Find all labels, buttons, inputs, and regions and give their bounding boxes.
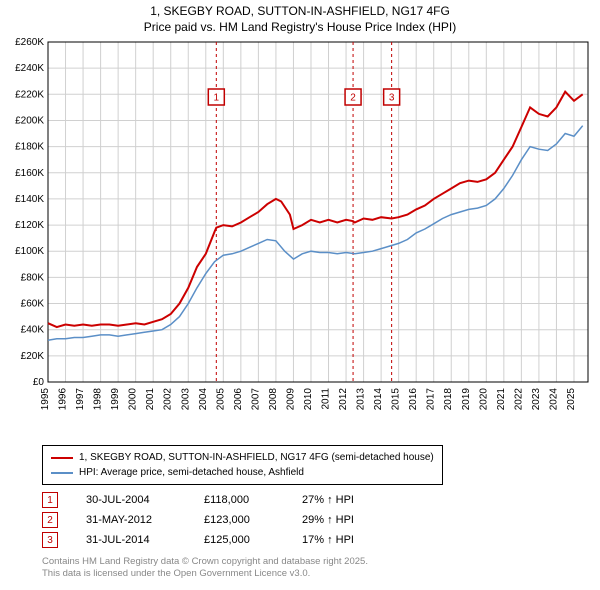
event-marker: 2 bbox=[42, 512, 58, 528]
legend-swatch bbox=[51, 457, 73, 459]
svg-text:2014: 2014 bbox=[373, 388, 384, 411]
svg-text:£240K: £240K bbox=[15, 63, 44, 74]
event-pct: 17% ↑ HPI bbox=[302, 534, 382, 546]
svg-text:2009: 2009 bbox=[285, 388, 296, 411]
events-table: 1 30-JUL-2004 £118,000 27% ↑ HPI 2 31-MAY-201… bbox=[42, 490, 382, 550]
svg-text:2019: 2019 bbox=[461, 388, 472, 411]
svg-text:2023: 2023 bbox=[531, 388, 542, 411]
chart-svg: £0£20K£40K£60K£80K£100K£120K£140K£160K£1… bbox=[48, 42, 588, 422]
svg-text:£260K: £260K bbox=[15, 37, 44, 48]
event-price: £118,000 bbox=[204, 494, 274, 506]
attribution-line-2: This data is licensed under the Open Gov… bbox=[42, 568, 368, 580]
svg-text:£200K: £200K bbox=[15, 115, 44, 126]
event-price: £123,000 bbox=[204, 514, 274, 526]
event-marker: 1 bbox=[42, 492, 58, 508]
svg-text:2001: 2001 bbox=[145, 388, 156, 411]
event-price: £125,000 bbox=[204, 534, 274, 546]
svg-text:2: 2 bbox=[350, 93, 356, 104]
svg-text:£0: £0 bbox=[33, 377, 45, 388]
svg-text:1996: 1996 bbox=[58, 388, 69, 411]
event-row: 1 30-JUL-2004 £118,000 27% ↑ HPI bbox=[42, 490, 382, 510]
svg-text:£20K: £20K bbox=[21, 351, 45, 362]
title-line-1: 1, SKEGBY ROAD, SUTTON-IN-ASHFIELD, NG17… bbox=[0, 4, 600, 20]
svg-text:2020: 2020 bbox=[478, 388, 489, 411]
svg-text:2022: 2022 bbox=[513, 388, 524, 411]
legend-item: HPI: Average price, semi-detached house,… bbox=[51, 465, 434, 480]
svg-text:2002: 2002 bbox=[163, 388, 174, 411]
svg-text:£100K: £100K bbox=[15, 246, 44, 257]
event-pct: 29% ↑ HPI bbox=[302, 514, 382, 526]
svg-text:£120K: £120K bbox=[15, 220, 44, 231]
event-row: 3 31-JUL-2014 £125,000 17% ↑ HPI bbox=[42, 530, 382, 550]
svg-text:2018: 2018 bbox=[443, 388, 454, 411]
attribution: Contains HM Land Registry data © Crown c… bbox=[42, 556, 368, 581]
legend-swatch bbox=[51, 472, 73, 474]
svg-text:£140K: £140K bbox=[15, 194, 44, 205]
svg-text:2015: 2015 bbox=[391, 388, 402, 411]
svg-text:1995: 1995 bbox=[40, 388, 51, 411]
svg-text:1998: 1998 bbox=[93, 388, 104, 411]
attribution-line-1: Contains HM Land Registry data © Crown c… bbox=[42, 556, 368, 568]
event-marker: 3 bbox=[42, 532, 58, 548]
event-date: 31-MAY-2012 bbox=[86, 514, 176, 526]
event-row: 2 31-MAY-2012 £123,000 29% ↑ HPI bbox=[42, 510, 382, 530]
svg-text:2016: 2016 bbox=[408, 388, 419, 411]
legend: 1, SKEGBY ROAD, SUTTON-IN-ASHFIELD, NG17… bbox=[42, 445, 443, 485]
svg-text:2000: 2000 bbox=[128, 388, 139, 411]
svg-text:£220K: £220K bbox=[15, 89, 44, 100]
legend-label: 1, SKEGBY ROAD, SUTTON-IN-ASHFIELD, NG17… bbox=[79, 450, 434, 465]
svg-text:2017: 2017 bbox=[426, 388, 437, 411]
legend-label: HPI: Average price, semi-detached house,… bbox=[79, 465, 304, 480]
svg-text:£160K: £160K bbox=[15, 168, 44, 179]
chart-area: £0£20K£40K£60K£80K£100K£120K£140K£160K£1… bbox=[48, 42, 588, 422]
svg-text:£40K: £40K bbox=[21, 325, 45, 336]
svg-text:2003: 2003 bbox=[180, 388, 191, 411]
svg-text:2024: 2024 bbox=[548, 388, 559, 411]
svg-text:2008: 2008 bbox=[268, 388, 279, 411]
svg-text:2005: 2005 bbox=[215, 388, 226, 411]
svg-text:2013: 2013 bbox=[356, 388, 367, 411]
svg-text:2021: 2021 bbox=[496, 388, 507, 411]
svg-text:£60K: £60K bbox=[21, 299, 45, 310]
event-date: 30-JUL-2004 bbox=[86, 494, 176, 506]
svg-text:1997: 1997 bbox=[75, 388, 86, 411]
svg-text:2011: 2011 bbox=[321, 388, 332, 410]
svg-text:2007: 2007 bbox=[250, 388, 261, 411]
legend-item: 1, SKEGBY ROAD, SUTTON-IN-ASHFIELD, NG17… bbox=[51, 450, 434, 465]
svg-text:1999: 1999 bbox=[110, 388, 121, 411]
svg-text:2025: 2025 bbox=[566, 388, 577, 411]
svg-text:2010: 2010 bbox=[303, 388, 314, 411]
chart-title: 1, SKEGBY ROAD, SUTTON-IN-ASHFIELD, NG17… bbox=[0, 0, 600, 35]
event-pct: 27% ↑ HPI bbox=[302, 494, 382, 506]
svg-text:£80K: £80K bbox=[21, 272, 45, 283]
svg-text:3: 3 bbox=[389, 93, 395, 104]
event-date: 31-JUL-2014 bbox=[86, 534, 176, 546]
title-line-2: Price paid vs. HM Land Registry's House … bbox=[0, 20, 600, 36]
svg-text:2012: 2012 bbox=[338, 388, 349, 411]
svg-text:1: 1 bbox=[214, 93, 220, 104]
svg-text:2006: 2006 bbox=[233, 388, 244, 411]
svg-text:£180K: £180K bbox=[15, 142, 44, 153]
svg-text:2004: 2004 bbox=[198, 388, 209, 411]
